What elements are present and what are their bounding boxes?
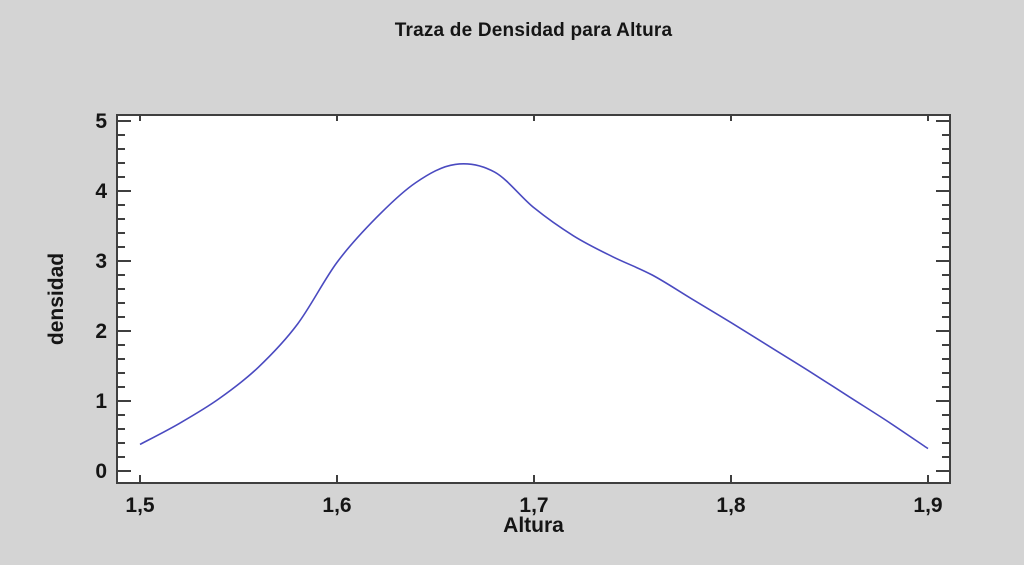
x-tick-label: 1,8 xyxy=(716,494,746,517)
y-tick-label: 5 xyxy=(95,110,107,133)
x-tick-label: 1,9 xyxy=(913,494,942,517)
y-tick-label: 2 xyxy=(95,320,107,343)
x-tick-label: 1,5 xyxy=(125,494,155,517)
y-tick-label: 3 xyxy=(95,250,107,273)
y-tick-label: 4 xyxy=(95,180,107,203)
x-tick-label: 1,6 xyxy=(322,494,351,517)
y-tick-label: 1 xyxy=(95,390,107,413)
x-axis-title: Altura xyxy=(503,514,564,537)
y-tick-label: 0 xyxy=(95,460,107,483)
density-curve xyxy=(139,163,929,450)
x-tick-label: 1,7 xyxy=(519,494,548,517)
chart-title: Traza de Densidad para Altura xyxy=(394,20,673,41)
plot-frame xyxy=(116,114,951,484)
